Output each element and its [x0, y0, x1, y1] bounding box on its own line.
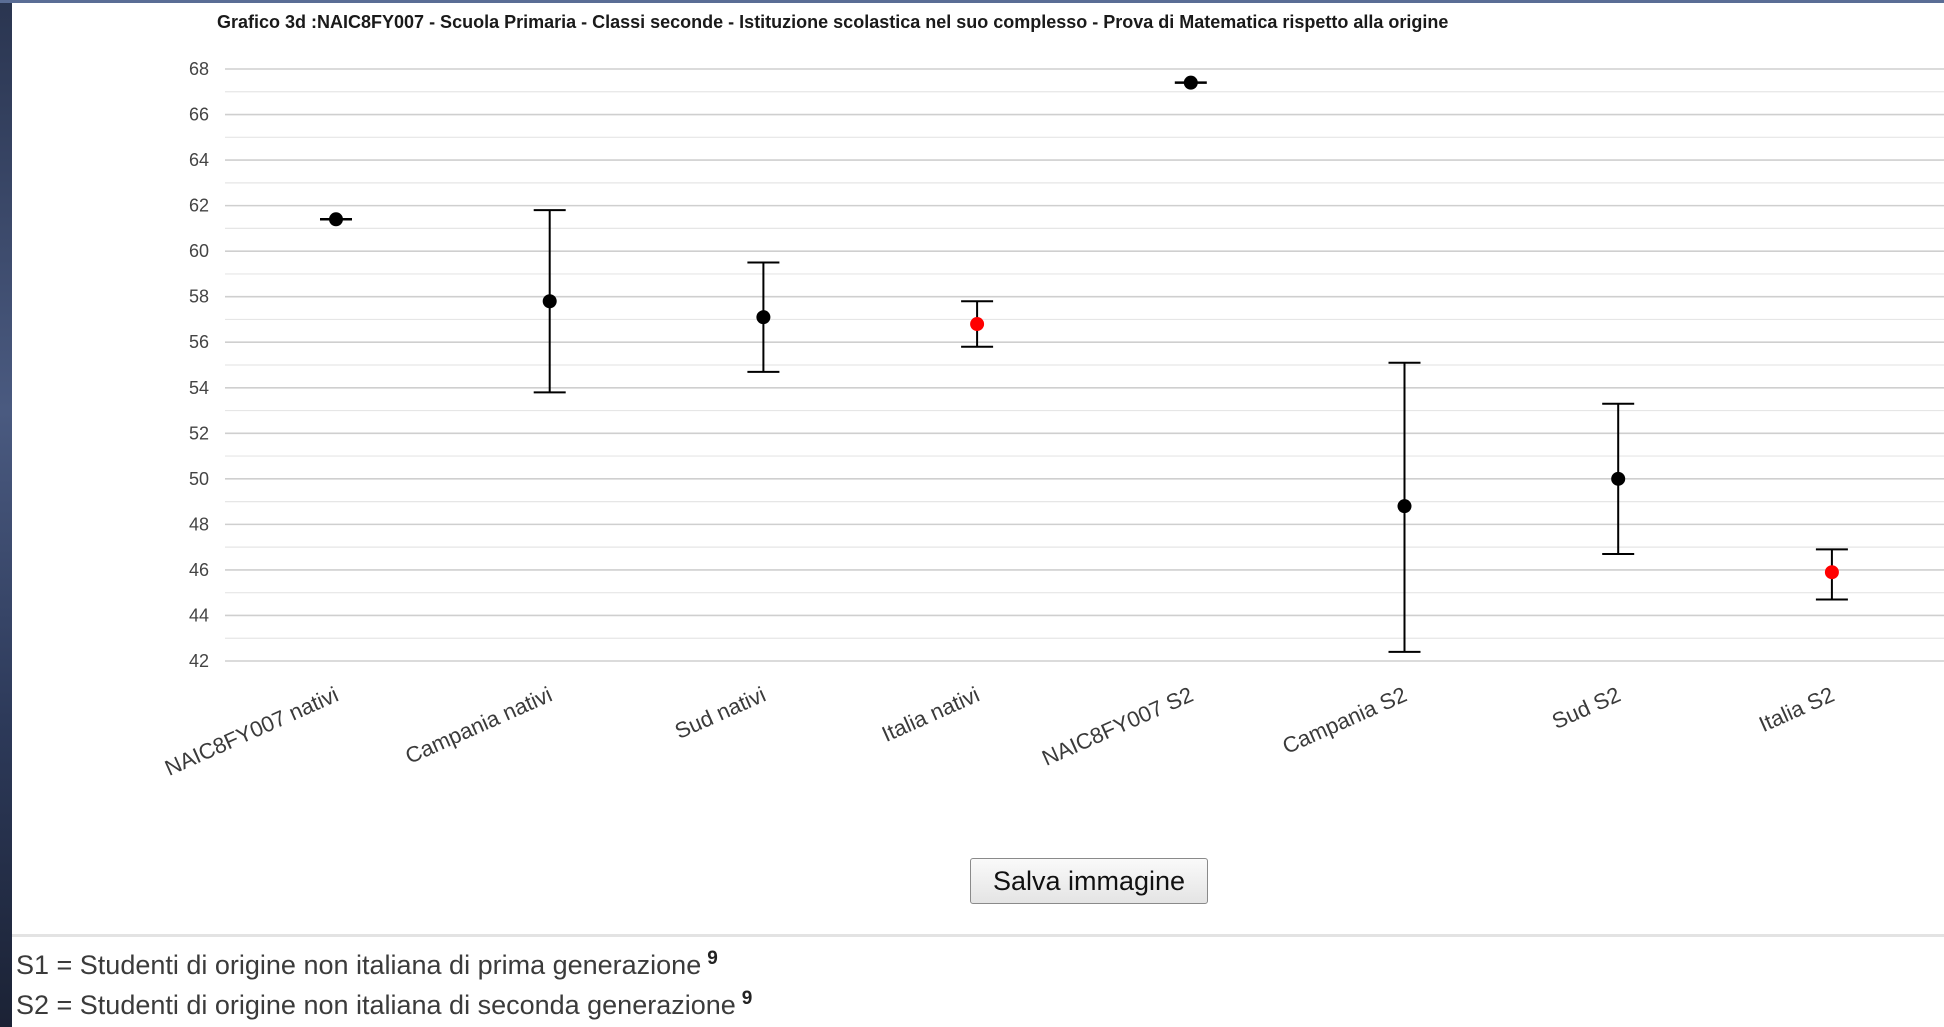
y-tick-label: 60	[189, 241, 209, 261]
data-point	[1824, 565, 1839, 580]
y-tick-label: 62	[189, 196, 209, 216]
data-point	[1611, 471, 1626, 486]
legend-s1-note: 9	[707, 948, 718, 969]
y-tick-label: 54	[189, 378, 209, 398]
data-point	[756, 310, 771, 325]
footer-divider	[12, 934, 1944, 937]
x-tick-label: NAIC8FY007 nativi	[161, 682, 342, 781]
y-tick-label: 46	[189, 560, 209, 580]
x-axis-labels: NAIC8FY007 nativi Campania nativi Sud nati…	[161, 682, 1838, 781]
legend-s1-text: S1 = Studenti di origine non italiana di…	[16, 950, 702, 980]
legend-s2-text: S2 = Studenti di origine non italiana di…	[16, 990, 736, 1020]
x-tick-label: Campania nativi	[401, 682, 555, 769]
y-tick-label: 64	[189, 150, 209, 170]
x-tick-label: Sud nativi	[671, 682, 769, 744]
error-bar-chart: 42 44 46 48 50 52 54 56 58 60 62 64 66 68 NAIC8FY007 …	[161, 59, 1944, 781]
data-point	[329, 212, 343, 227]
background-top-strip	[0, 0, 1944, 3]
x-tick-label: Italia nativi	[878, 682, 983, 747]
data-point	[1183, 75, 1198, 90]
chart-panel	[12, 3, 1944, 1027]
y-tick-label: 42	[189, 651, 209, 671]
background-strip	[0, 0, 12, 1027]
grid-lines	[225, 68, 1944, 662]
x-tick-label: Sud S2	[1548, 682, 1624, 734]
data-series	[320, 75, 1848, 653]
y-axis-ticks: 42 44 46 48 50 52 54 56 58 60 62 64 66 68	[189, 59, 209, 671]
data-point	[1397, 499, 1412, 514]
save-image-button[interactable]: Salva immagine	[970, 858, 1208, 904]
x-tick-label: Campania S2	[1279, 682, 1411, 759]
y-tick-label: 58	[189, 287, 209, 307]
legend-s2-note: 9	[741, 988, 753, 1009]
x-tick-label: NAIC8FY007 S2	[1038, 682, 1197, 771]
y-tick-label: 56	[189, 332, 209, 352]
y-tick-label: 68	[189, 59, 209, 79]
y-tick-label: 48	[189, 514, 209, 534]
y-tick-label: 50	[189, 469, 209, 489]
data-point	[970, 317, 985, 332]
chart-title: Grafico 3d :NAIC8FY007 - Scuola Primaria…	[217, 12, 1449, 32]
legend-s2: S2 = Studenti di origine non italiana di…	[16, 988, 752, 1021]
data-point	[542, 294, 557, 309]
y-tick-label: 52	[189, 423, 209, 443]
legend-s1: S1 = Studenti di origine non italiana di…	[16, 948, 718, 981]
y-tick-label: 44	[189, 605, 209, 625]
y-tick-label: 66	[189, 105, 209, 125]
x-tick-label: Italia S2	[1755, 682, 1838, 737]
